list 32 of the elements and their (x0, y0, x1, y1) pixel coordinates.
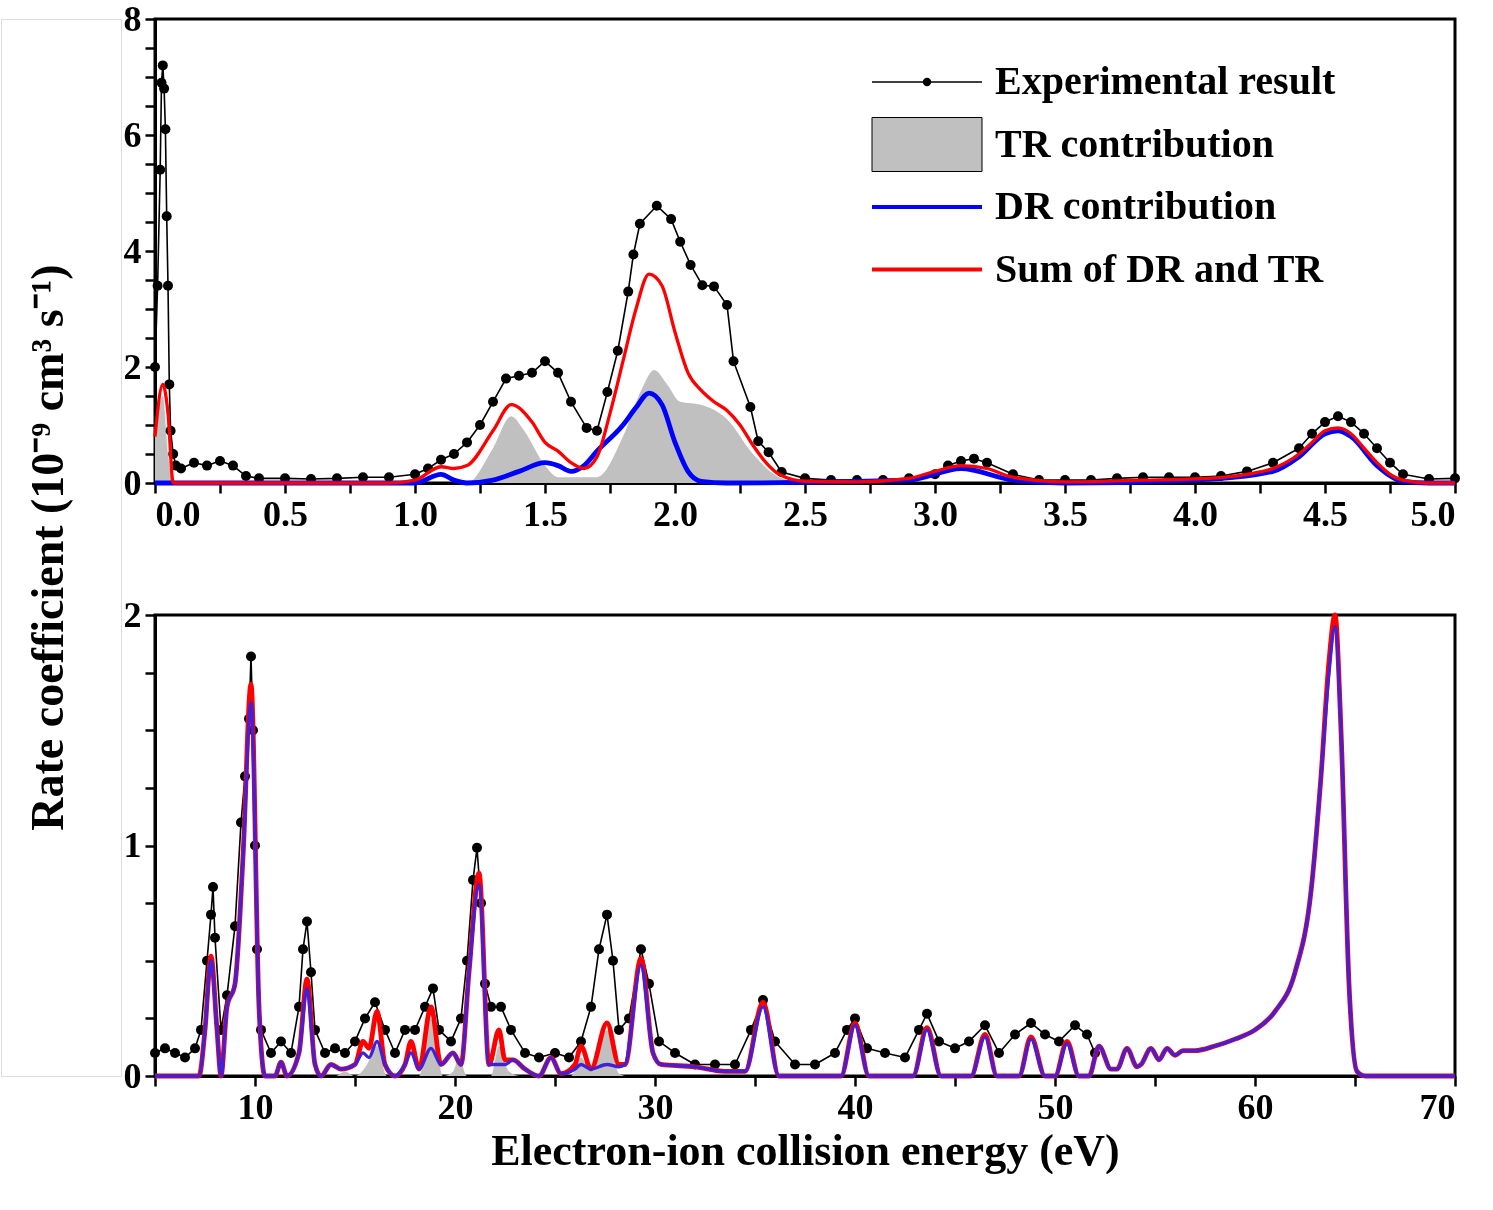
x-tick-label: 0.0 (155, 493, 201, 534)
x-tick-label: 10 (237, 1086, 274, 1127)
x-tick-label: 5.0 (1410, 493, 1456, 534)
y-tick-label: 1 (123, 825, 142, 865)
x-tick-label: 1.5 (523, 493, 568, 534)
y-tick-label: 2 (123, 346, 142, 387)
x-tick-label: 70 (1419, 1086, 1456, 1127)
x-tick-label: 2.0 (653, 493, 698, 534)
x-tick-label: 4.0 (1173, 493, 1218, 534)
x-tick-label: 40 (837, 1086, 874, 1127)
x-tick-label: 50 (1037, 1086, 1074, 1127)
y-tick-label: 4 (123, 230, 142, 271)
x-tick-label: 20 (437, 1086, 474, 1127)
legend-label: TR contribution (995, 120, 1274, 166)
legend-label: Sum of DR and TR (995, 245, 1325, 291)
x-tick-label: 60 (1237, 1086, 1274, 1127)
legend-label: DR contribution (995, 183, 1277, 228)
x-tick-label: 30 (637, 1086, 674, 1127)
x-tick-label: 3.0 (913, 493, 958, 534)
y-tick-label: 2 (123, 594, 142, 635)
y-tick-label: 0 (123, 462, 142, 503)
x-tick-label: 3.5 (1043, 493, 1088, 534)
x-tick-label: 4.5 (1303, 493, 1348, 534)
x-tick-label: 1.0 (393, 493, 438, 534)
x-tick-label: 2.5 (783, 493, 828, 534)
legend-label: Experimental result (995, 58, 1337, 103)
y-tick-label: 0 (123, 1055, 142, 1096)
y-axis-title: Rate coefficient (10⁻⁹ cm³ s⁻¹) (22, 264, 73, 831)
x-tick-label: 0.5 (263, 493, 308, 534)
y-tick-label: 6 (123, 114, 142, 155)
y-tick-label: 8 (123, 0, 142, 39)
x-axis-title: Electron-ion collision energy (eV) (491, 1125, 1120, 1175)
